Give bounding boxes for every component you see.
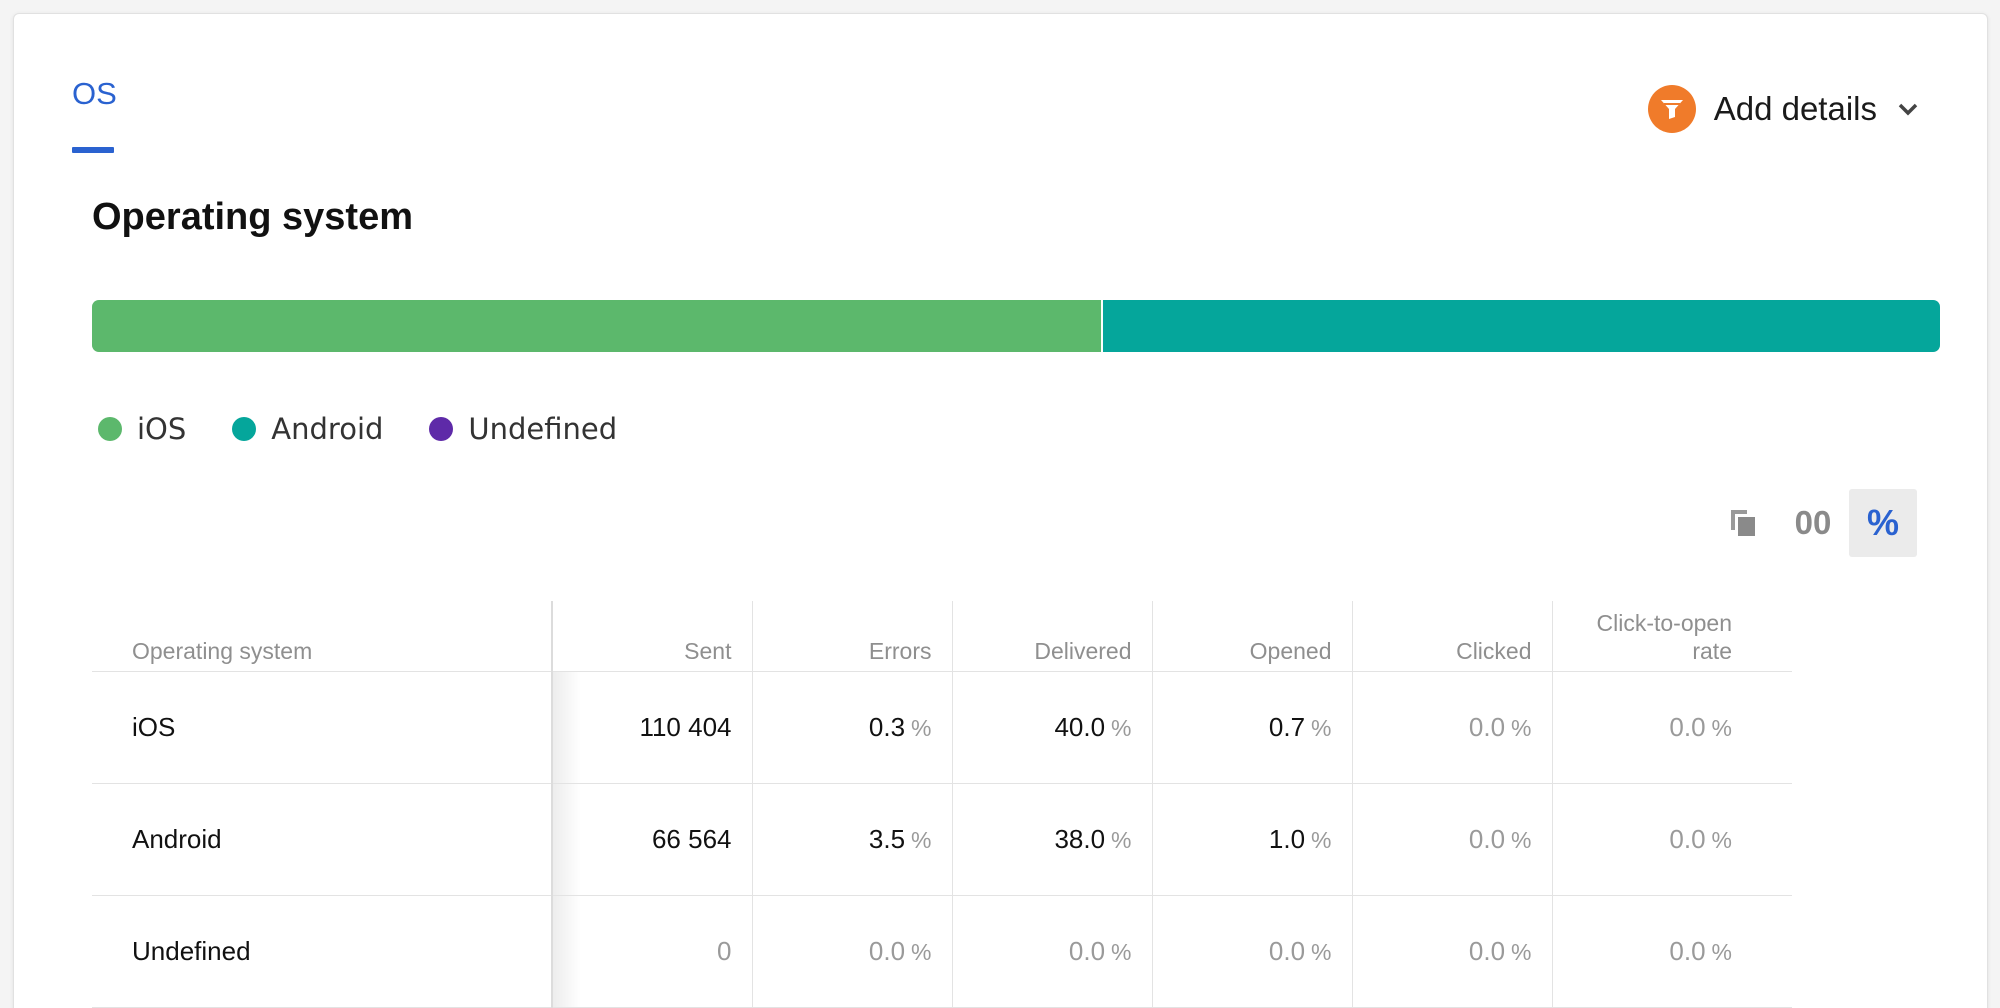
cell-value: 0.0 [1669, 823, 1706, 854]
add-details-button[interactable]: Add details [1647, 84, 1921, 134]
cell-unit: % [1311, 938, 1332, 965]
cell-opened: 0.0% [1151, 895, 1352, 1008]
cell-sent: 0 [551, 895, 752, 1008]
os-report-card: OS Add details Operating system iOS Andr… [13, 13, 1988, 1008]
cell-unit: % [1711, 714, 1732, 741]
cell-value: 0.0 [1468, 711, 1506, 742]
cell-value: 38.0 [1054, 823, 1106, 854]
cell-unit: % [911, 714, 932, 741]
cell-unit: % [1111, 826, 1132, 853]
column-header-os[interactable]: Operating system [92, 601, 552, 672]
cell-value: 0.0 [1068, 935, 1106, 966]
cell-cto: 0.0% [1551, 783, 1792, 896]
column-header-sent[interactable]: Sent [551, 601, 752, 672]
cell-sent: 110 404 [551, 671, 752, 784]
cell-unit: % [1511, 714, 1532, 741]
cell-value: 0.0 [1669, 711, 1706, 742]
legend-label-android: Android [271, 412, 384, 446]
table-row: iOS 110 404 0.3% 40.0% 0.7% 0.0% 0.0% [92, 671, 1792, 784]
cell-unit: % [911, 938, 932, 965]
add-details-label: Add details [1713, 90, 1877, 127]
cell-value: 0.0 [1468, 935, 1506, 966]
cell-cto: 0.0% [1551, 895, 1792, 1008]
cell-value: 3.5 [868, 823, 906, 854]
cell-unit: % [1311, 714, 1332, 741]
legend-dot-ios [98, 417, 122, 441]
column-header-errors[interactable]: Errors [751, 601, 952, 672]
cell-delivered: 40.0% [951, 671, 1152, 784]
cell-value: 0.3 [868, 711, 906, 742]
cell-errors: 0.0% [751, 895, 952, 1008]
cell-errors: 0.3% [751, 671, 952, 784]
column-header-click-to-open-rate[interactable]: Click-to-open rate [1551, 601, 1792, 672]
cell-value: 0.0 [1669, 935, 1706, 966]
column-header-clicked[interactable]: Clicked [1351, 601, 1552, 672]
chevron-down-icon [1895, 96, 1921, 122]
cell-unit: % [1311, 826, 1332, 853]
cell-value: 40.0 [1054, 711, 1106, 742]
cell-value: 0.0 [868, 935, 906, 966]
cell-unit: % [1711, 826, 1732, 853]
cell-opened: 1.0% [1151, 783, 1352, 896]
cell-clicked: 0.0% [1351, 671, 1552, 784]
cell-unit: % [1711, 938, 1732, 965]
legend-label-undefined: Undefined [468, 412, 618, 446]
cell-clicked: 0.0% [1351, 895, 1552, 1008]
legend-item-android[interactable]: Android [232, 412, 383, 446]
cell-unit: % [1511, 938, 1532, 965]
cto-header-line1: Click-to-open [1596, 609, 1733, 636]
table-row: Undefined 0 0.0% 0.0% 0.0% 0.0% 0.0% [92, 895, 1792, 1008]
copy-button[interactable] [1709, 489, 1777, 557]
cell-os: iOS [92, 671, 552, 784]
bar-segment-android[interactable] [1101, 300, 1940, 352]
legend-label-ios: iOS [137, 412, 187, 446]
cell-value: 1.0 [1268, 823, 1306, 854]
legend-dot-undefined [429, 417, 454, 441]
column-header-opened[interactable]: Opened [1151, 601, 1352, 672]
cell-value: 0.0 [1468, 823, 1506, 854]
column-header-delivered[interactable]: Delivered [951, 601, 1152, 672]
legend-dot-android [232, 417, 257, 441]
cto-header-line2: rate [1692, 637, 1732, 664]
os-stats-table: Operating system Sent Errors Delivered O… [92, 601, 1792, 1008]
table-row: Android 66 564 3.5% 38.0% 1.0% 0.0% 0.0% [92, 783, 1792, 896]
cell-delivered: 38.0% [951, 783, 1152, 896]
cell-unit: % [1511, 826, 1532, 853]
cell-value: 0.7 [1268, 711, 1306, 742]
os-distribution-bar [92, 300, 1940, 352]
cell-errors: 3.5% [751, 783, 952, 896]
legend: iOS Android Undefined [98, 412, 617, 446]
copy-icon [1731, 510, 1755, 536]
legend-item-ios[interactable]: iOS [98, 412, 186, 446]
cell-cto: 0.0% [1551, 671, 1792, 784]
table-header-row: Operating system Sent Errors Delivered O… [92, 601, 1792, 672]
cell-unit: % [1111, 714, 1132, 741]
cell-unit: % [1111, 938, 1132, 965]
view-mode-toggles: 00 % [1709, 489, 1917, 557]
cell-delivered: 0.0% [951, 895, 1152, 1008]
filter-icon [1647, 85, 1696, 133]
cell-unit: % [911, 826, 932, 853]
cell-clicked: 0.0% [1351, 783, 1552, 896]
cell-opened: 0.7% [1151, 671, 1352, 784]
percent-values-toggle[interactable]: % [1849, 489, 1917, 557]
absolute-values-toggle[interactable]: 00 [1794, 504, 1832, 541]
cell-os: Undefined [92, 895, 552, 1008]
legend-item-undefined[interactable]: Undefined [429, 412, 617, 446]
cell-value: 0.0 [1268, 935, 1306, 966]
page-title: Operating system [92, 196, 413, 238]
tab-active-indicator [72, 147, 114, 153]
cell-os: Android [92, 783, 552, 896]
bar-segment-ios[interactable] [92, 300, 1101, 352]
tab-os[interactable]: OS [72, 76, 117, 111]
cell-sent: 66 564 [551, 783, 752, 896]
